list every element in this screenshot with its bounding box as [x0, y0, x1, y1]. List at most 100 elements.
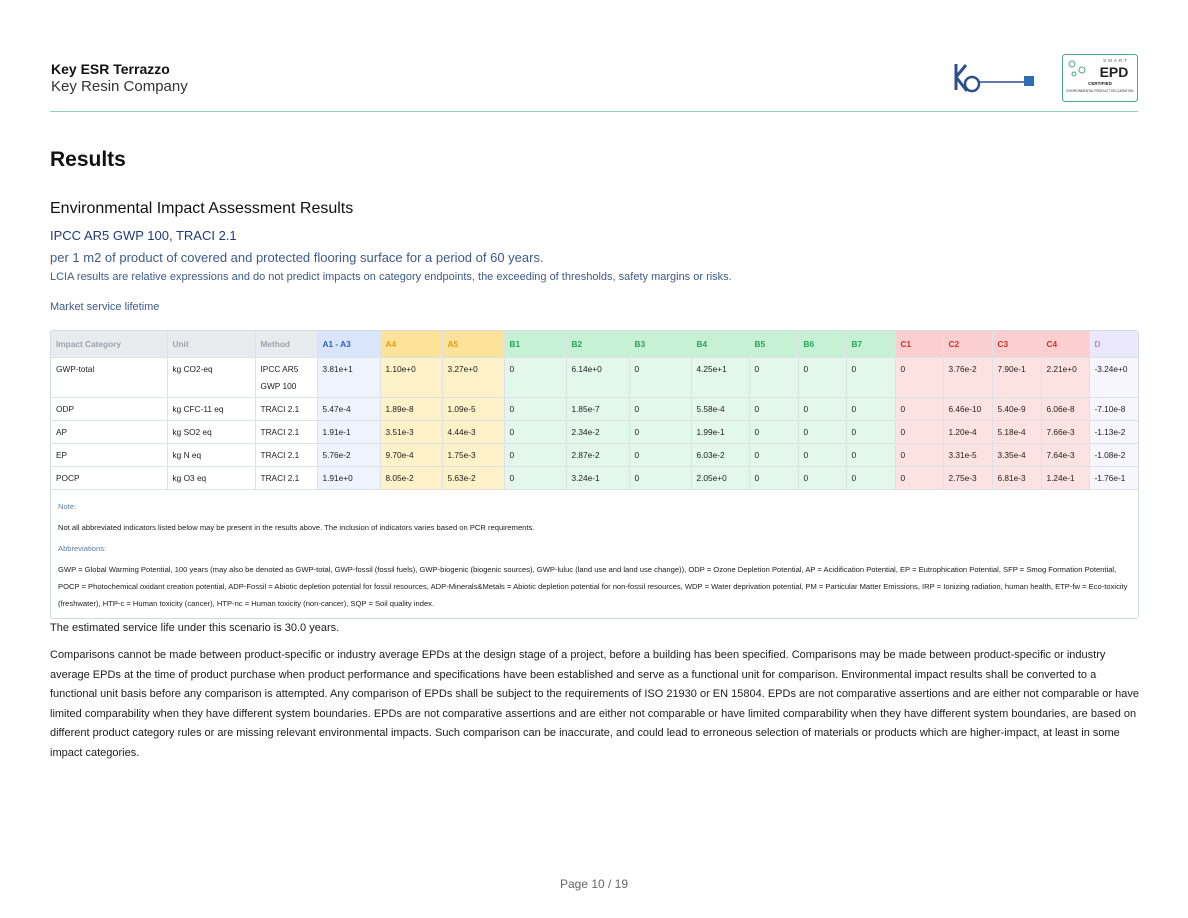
table-cell: kg SO2 eq [167, 420, 256, 444]
table-cell: 4.25e+1 [691, 357, 750, 398]
table-cell: IPCC AR5 GWP 100 [255, 357, 318, 398]
badge-top: SMART [1103, 58, 1129, 63]
table-cell: kg CFC-11 eq [167, 397, 256, 421]
table-cell: 6.06e-8 [1041, 397, 1090, 421]
table-cell: 4.44e-3 [442, 420, 505, 444]
table-cell: 3.27e+0 [442, 357, 505, 398]
table-cell: 0 [895, 420, 944, 444]
table-cell: 1.91e+0 [317, 466, 381, 490]
column-header: B5 [749, 331, 799, 358]
table-cell: 8.05e-2 [380, 466, 443, 490]
column-header: C2 [943, 331, 993, 358]
table-cell: 1.75e-3 [442, 443, 505, 467]
table-cell: 2.87e-2 [566, 443, 630, 467]
page-number: Page 10 / 19 [559, 877, 629, 891]
header-row: Impact Category Unit Method A1 - A3 A4 A5 B1 B2… [51, 331, 1138, 358]
column-header: C1 [895, 331, 944, 358]
table-cell: 3.81e+1 [317, 357, 381, 398]
table-row: AP kg SO2 eq TRACI 2.1 1.91e-1 3.51e-3 4.44e-… [51, 420, 1138, 444]
badge-main: EPD [1100, 64, 1129, 80]
table-cell: AP [51, 420, 168, 444]
note-text: Not all abbreviated indicators listed be… [58, 523, 535, 532]
table-cell: TRACI 2.1 [255, 466, 318, 490]
table-cell: 0 [798, 357, 847, 398]
service-life: The estimated service life under this sc… [50, 622, 340, 634]
column-header: C3 [992, 331, 1042, 358]
table-cell: 3.51e-3 [380, 420, 443, 444]
table-cell: 5.47e-4 [317, 397, 381, 421]
epd-badge: SMART EPD CERTIFIED ENVIRONMENTAL PRODUC… [1062, 54, 1138, 102]
table-cell: 3.31e-5 [943, 443, 993, 467]
table-cell: 0 [749, 443, 799, 467]
table-cell: 5.63e-2 [442, 466, 505, 490]
table-row: GWP-total kg CO2-eq IPCC AR5 GWP 100 3.81e+… [51, 357, 1138, 398]
krc-logo [954, 64, 1034, 93]
table-cell: -1.08e-2 [1089, 443, 1138, 467]
table-cell: 0 [846, 443, 896, 467]
table-cell: 0 [846, 466, 896, 490]
table-cell: 0 [749, 397, 799, 421]
table-cell: 7.64e-3 [1041, 443, 1090, 467]
column-header: Method [255, 331, 318, 358]
table-cell: 1.09e-5 [442, 397, 505, 421]
table-cell: 7.66e-3 [1041, 420, 1090, 444]
table-cell: 0 [846, 357, 896, 398]
abbr-text: GWP = Global Warming Potential, 100 year… [58, 565, 1128, 608]
badge-certified: CERTIFIED [1088, 81, 1113, 86]
column-header: Unit [167, 331, 256, 358]
table-cell: 0 [629, 466, 692, 490]
table-cell: 5.76e-2 [317, 443, 381, 467]
badge-caption: ENVIRONMENTAL PRODUCT DECLARATION [1066, 89, 1134, 93]
table-cell: 0 [749, 420, 799, 444]
company-name: Key Resin Company [51, 78, 188, 95]
table-cell: -1.13e-2 [1089, 420, 1138, 444]
table-row: EP kg N eq TRACI 2.1 5.76e-2 9.70e-4 1.75e-3 0… [51, 443, 1138, 467]
section-heading: Results [50, 148, 126, 171]
table-cell: 0 [749, 357, 799, 398]
table-cell: 5.40e-9 [992, 397, 1042, 421]
column-header: B6 [798, 331, 847, 358]
table-cell: 0 [798, 397, 847, 421]
table-cell: 3.76e-2 [943, 357, 993, 398]
table-cell: 0 [749, 466, 799, 490]
table-row: POCP kg O3 eq TRACI 2.1 1.91e+0 8.05e-2 5.63e… [51, 466, 1138, 490]
table-cell: 0 [629, 420, 692, 444]
table-cell: 0 [798, 443, 847, 467]
table-cell: kg N eq [167, 443, 256, 467]
table-cell: 1.99e-1 [691, 420, 750, 444]
table-cell: 0 [504, 357, 567, 398]
table-cell: 1.24e-1 [1041, 466, 1090, 490]
subheading: Environmental Impact Assessment Results [50, 200, 354, 217]
table-cell: TRACI 2.1 [255, 443, 318, 467]
table-cell: 6.81e-3 [992, 466, 1042, 490]
table-cell: 6.03e-2 [691, 443, 750, 467]
table-cell: GWP-total [51, 357, 168, 398]
table-cell: 2.05e+0 [691, 466, 750, 490]
table-cell: 1.10e+0 [380, 357, 443, 398]
table-cell: 0 [504, 397, 567, 421]
comparisons: Comparisons cannot be made between produ… [50, 649, 1139, 759]
table-cell: 0 [895, 397, 944, 421]
table-cell: 0 [629, 397, 692, 421]
column-header: B1 [504, 331, 567, 358]
table-cell: 0 [629, 357, 692, 398]
column-header: B2 [566, 331, 630, 358]
table-cell: 0 [798, 466, 847, 490]
table-cell: 0 [798, 420, 847, 444]
table-cell: TRACI 2.1 [255, 397, 318, 421]
table-cell: POCP [51, 466, 168, 490]
table-body: GWP-total kg CO2-eq IPCC AR5 GWP 100 3.81e+… [51, 357, 1138, 490]
table-cell: -1.76e-1 [1089, 466, 1138, 490]
table-cell: 0 [895, 443, 944, 467]
table-cell: 0 [895, 357, 944, 398]
table-cell: 5.18e-4 [992, 420, 1042, 444]
lcia-note: LCIA results are relative expressions an… [50, 271, 732, 283]
table-cell: kg O3 eq [167, 466, 256, 490]
table-cell: 0 [504, 420, 567, 444]
table-cell: 0 [504, 466, 567, 490]
table-cell: 6.14e+0 [566, 357, 630, 398]
table-cell: kg CO2-eq [167, 357, 256, 398]
table-cell: 2.75e-3 [943, 466, 993, 490]
table-cell: 5.58e-4 [691, 397, 750, 421]
